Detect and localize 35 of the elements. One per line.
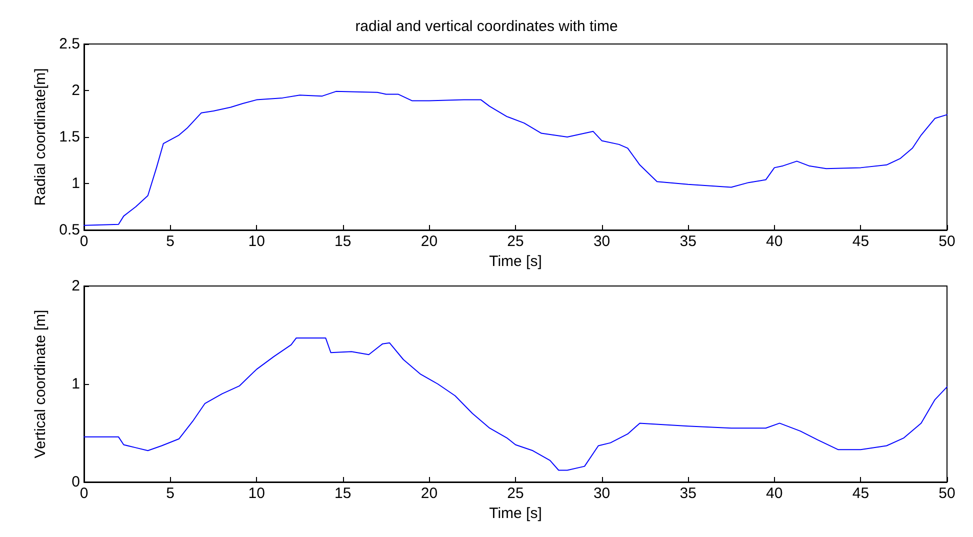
x-axis-title: Time [s] [489,253,542,270]
y-tick-label: 1 [72,376,80,392]
y-tick-label: 0.5 [59,222,80,238]
y-tick-label: 1 [72,175,80,192]
x-tick-label: 35 [680,485,696,502]
x-axis-title: Time [s] [489,505,542,522]
y-tick-label: 1.5 [59,128,80,146]
x-tick-label: 20 [420,485,438,502]
y-axis-title: Vertical coordinate [m] [32,310,49,458]
x-tick-label: 35 [680,233,696,250]
x-tick-label: 25 [507,233,524,250]
x-tick-label: 5 [166,485,174,502]
x-tick-label: 50 [938,485,956,502]
chart-title: radial and vertical coordinates with time [355,18,618,35]
y-tick-label: 0 [72,474,80,490]
x-tick-label: 10 [248,233,265,250]
x-tick-label: 30 [593,233,610,250]
line-series [84,337,948,471]
x-tick-label: 45 [852,485,870,502]
x-tick-label: 50 [938,233,956,250]
x-tick-label: 15 [334,485,352,502]
x-tick-label: 45 [852,233,870,250]
y-tick-label: 2 [72,82,80,99]
y-axis-title: Radial coordinate[m] [32,68,49,206]
line-series [84,90,948,226]
x-tick-label: 15 [334,233,352,250]
x-tick-label: 25 [507,485,524,502]
x-tick-label: 20 [420,233,438,250]
y-tick-label: 2 [72,278,80,294]
x-tick-label: 40 [766,233,783,250]
x-tick-label: 10 [248,485,265,502]
x-tick-label: 40 [766,485,783,502]
x-tick-label: 30 [593,485,610,502]
x-tick-label: 5 [166,233,174,250]
y-tick-label: 2.5 [59,36,80,52]
